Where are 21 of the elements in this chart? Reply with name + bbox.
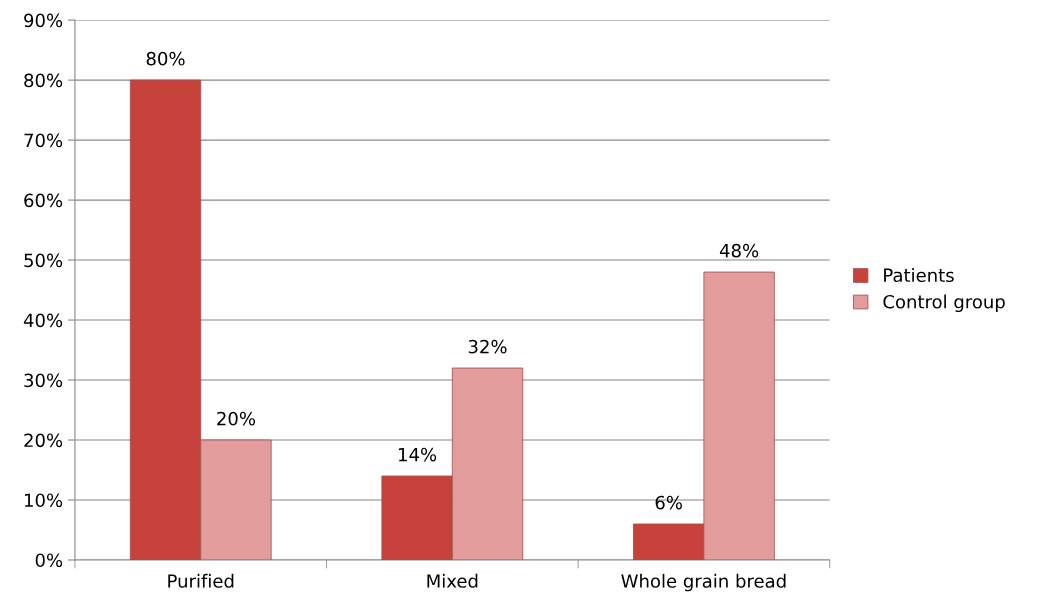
y-tick-label: 0% (35, 553, 63, 568)
data-label: 20% (217, 411, 256, 426)
x-tick-label: Mixed (427, 573, 478, 588)
data-label: 14% (399, 447, 437, 462)
legend-label: Control group (883, 294, 1005, 313)
y-tick-label: 90% (24, 13, 63, 28)
data-label: 6% (655, 495, 682, 510)
data-label: 80% (146, 51, 185, 66)
y-tick-label: 40% (23, 313, 63, 328)
data-label: 48% (719, 243, 759, 258)
y-tick-label: 70% (24, 133, 63, 148)
data-label: 32% (468, 339, 507, 354)
x-tick-label: Purified (168, 573, 234, 588)
x-tick-label: Whole grain bread (621, 573, 786, 592)
y-tick-label: 80% (24, 73, 63, 88)
y-tick-label: 60% (24, 193, 63, 208)
legend-label: Patients (884, 268, 954, 283)
y-tick-label: 30% (24, 373, 63, 388)
y-tick-label: 10% (25, 493, 63, 508)
y-tick-label: 50% (24, 253, 63, 268)
y-tick-label: 20% (24, 433, 63, 448)
